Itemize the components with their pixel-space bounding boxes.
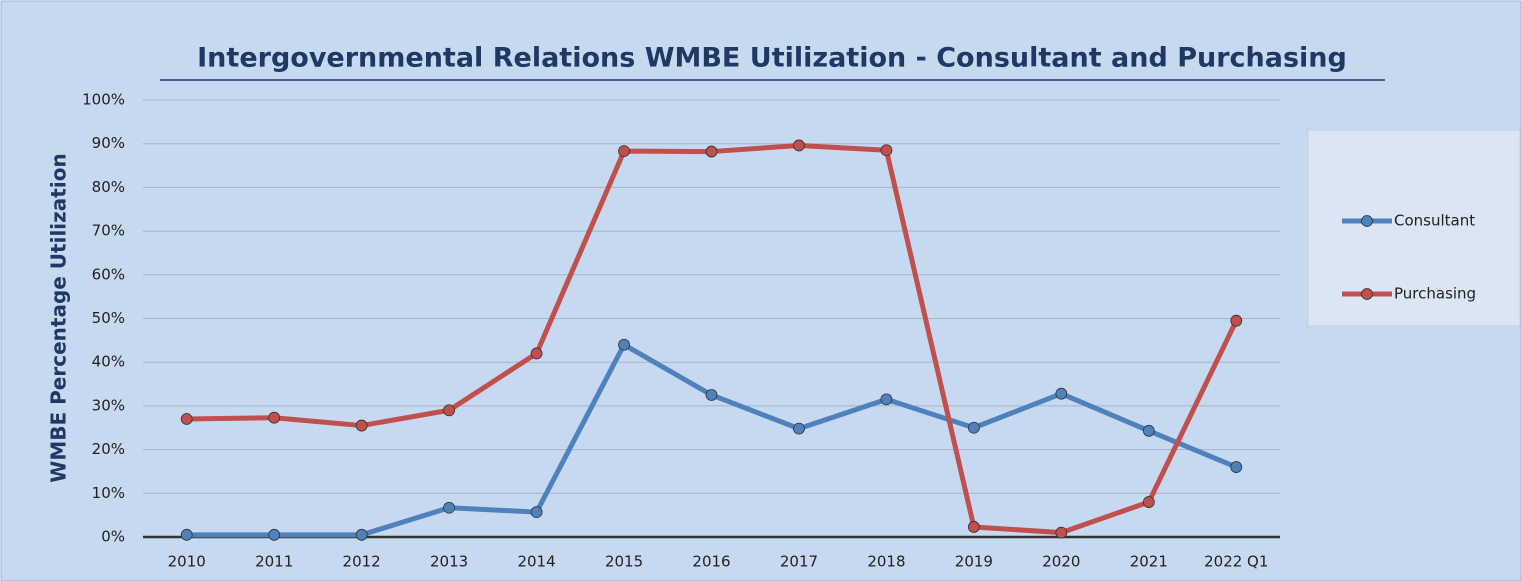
legend-marker bbox=[1361, 288, 1373, 300]
y-tick-label: 30% bbox=[92, 396, 125, 414]
y-axis-label: WMBE Percentage Utilization bbox=[47, 153, 71, 482]
data-point bbox=[1055, 526, 1068, 539]
chart-title: Intergovernmental Relations WMBE Utiliza… bbox=[197, 43, 1347, 74]
x-tick-label: 2021 bbox=[1130, 553, 1168, 571]
y-tick-label: 80% bbox=[92, 178, 125, 196]
data-point bbox=[180, 413, 193, 425]
x-tick-label: 2013 bbox=[430, 553, 468, 571]
y-tick-label: 20% bbox=[92, 440, 125, 458]
x-tick-label: 2010 bbox=[168, 553, 206, 571]
data-point bbox=[618, 145, 630, 158]
data-point bbox=[705, 389, 718, 401]
data-point bbox=[355, 419, 368, 432]
x-tick-label: 2019 bbox=[955, 553, 993, 571]
data-point bbox=[355, 528, 368, 541]
y-tick-label: 50% bbox=[92, 309, 125, 327]
x-tick-label: 2011 bbox=[255, 553, 293, 571]
data-point bbox=[1142, 424, 1155, 437]
x-tick-label: 2014 bbox=[517, 553, 555, 571]
x-tick-label: 2012 bbox=[343, 553, 381, 571]
y-tick-label: 0% bbox=[101, 528, 125, 546]
legend-label: Consultant bbox=[1394, 212, 1475, 230]
data-point bbox=[880, 393, 893, 406]
data-point bbox=[1230, 461, 1243, 473]
data-point bbox=[705, 145, 718, 158]
legend-label: Purchasing bbox=[1394, 285, 1476, 303]
y-tick-label: 90% bbox=[92, 134, 125, 152]
legend-marker bbox=[1361, 215, 1373, 227]
y-tick-label: 70% bbox=[92, 222, 125, 240]
data-point bbox=[1142, 496, 1155, 508]
y-tick-label: 40% bbox=[92, 353, 125, 371]
y-tick-label: 10% bbox=[92, 484, 125, 502]
x-tick-label: 2017 bbox=[780, 553, 818, 571]
data-point bbox=[967, 421, 980, 434]
data-point bbox=[268, 528, 281, 541]
data-point bbox=[530, 347, 543, 360]
data-point bbox=[530, 506, 543, 518]
data-point bbox=[967, 521, 980, 533]
x-tick-label: 2015 bbox=[605, 553, 643, 571]
data-point bbox=[793, 139, 805, 152]
data-point bbox=[443, 501, 456, 514]
data-point bbox=[1230, 314, 1243, 327]
data-point bbox=[1055, 387, 1068, 400]
x-tick-label: 2022 Q1 bbox=[1204, 553, 1268, 571]
data-point bbox=[443, 404, 456, 417]
x-tick-label: 2018 bbox=[867, 553, 905, 571]
x-tick-label: 2020 bbox=[1042, 553, 1080, 571]
data-point bbox=[793, 422, 805, 435]
y-tick-label: 60% bbox=[92, 265, 125, 283]
y-tick-label: 100% bbox=[82, 91, 125, 109]
data-point bbox=[268, 411, 281, 424]
data-point bbox=[880, 144, 893, 157]
data-point bbox=[618, 338, 630, 351]
data-point bbox=[180, 528, 193, 541]
x-tick-label: 2016 bbox=[692, 553, 730, 571]
